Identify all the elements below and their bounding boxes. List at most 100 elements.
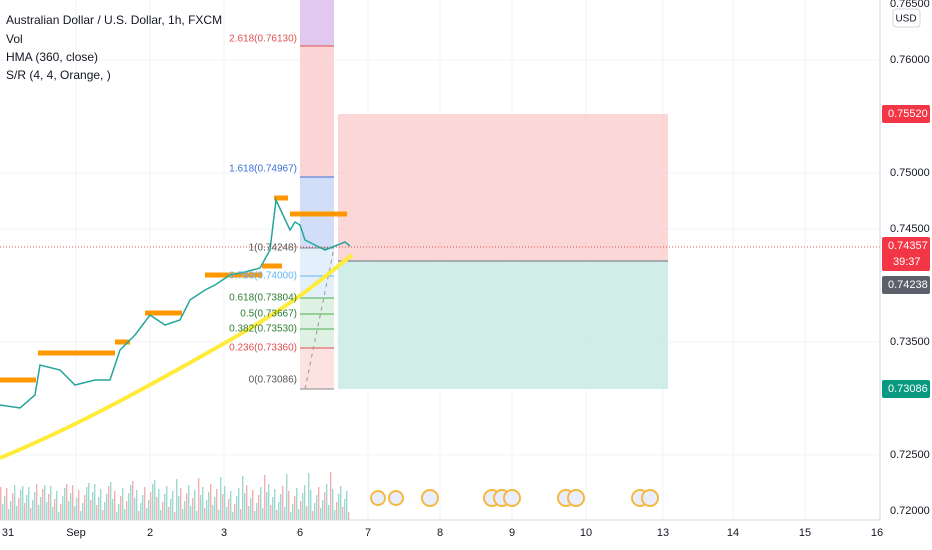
date-label: 31 xyxy=(2,527,14,539)
volume-bar xyxy=(132,481,134,520)
volume-bar xyxy=(234,504,236,520)
volume-bar xyxy=(298,509,300,520)
volume-bar xyxy=(112,499,114,520)
volume-bar xyxy=(2,504,4,520)
volume-bar xyxy=(242,476,244,520)
fib-label: 0.382(0.73530) xyxy=(229,324,297,335)
volume-bar xyxy=(328,505,330,520)
target-zone xyxy=(338,261,668,389)
volume-bar xyxy=(110,482,112,520)
volume-bar xyxy=(284,507,286,520)
volume-bar xyxy=(262,508,264,520)
volume-bar xyxy=(178,496,180,520)
volume-bar xyxy=(90,500,92,520)
date-label: 3 xyxy=(221,527,227,539)
volume-bar xyxy=(224,486,226,520)
volume-bar xyxy=(206,500,208,520)
volume-bar xyxy=(24,503,26,520)
volume-bar xyxy=(26,495,28,520)
volume-bar xyxy=(80,511,82,520)
volume-bar xyxy=(116,512,118,520)
volume-bar xyxy=(68,501,70,520)
volume-bar xyxy=(314,503,316,520)
volume-bar xyxy=(316,495,318,520)
volume-bar xyxy=(66,484,68,520)
volume-bar xyxy=(78,490,80,520)
volume-bar xyxy=(148,500,150,520)
volume-bar xyxy=(324,492,326,520)
volume-bar xyxy=(46,502,48,520)
volume-bar xyxy=(172,491,174,520)
volume-bar xyxy=(136,490,138,520)
date-label: 10 xyxy=(580,527,592,539)
price-badge-label: 0.73086 xyxy=(888,383,928,395)
volume-bar xyxy=(56,491,58,520)
volume-bar xyxy=(174,512,176,520)
fib-label: 0.786(0.74000) xyxy=(229,271,297,282)
volume-bar xyxy=(180,488,182,520)
volume-bar xyxy=(230,491,232,520)
volume-bar xyxy=(322,500,324,520)
fib-zones xyxy=(300,0,334,389)
volume-bar xyxy=(218,510,220,520)
volume-bar xyxy=(12,493,14,520)
volume-bar xyxy=(134,498,136,520)
volume-bar xyxy=(194,490,196,520)
volume-bar xyxy=(190,506,192,520)
volume-bar xyxy=(204,508,206,520)
volume-bar xyxy=(106,494,108,520)
volume-bar xyxy=(170,499,172,520)
price-badge xyxy=(882,237,930,271)
volume-bar xyxy=(154,480,156,520)
price-path xyxy=(0,197,351,409)
volume-bar xyxy=(164,494,166,520)
price-label: 0.74500 xyxy=(890,223,930,235)
volume-bar xyxy=(288,491,290,520)
volume-bar xyxy=(120,496,122,520)
volume-bar xyxy=(210,484,212,520)
volume-bar xyxy=(42,489,44,520)
volume-bar xyxy=(108,486,110,520)
volume-bar xyxy=(332,489,334,520)
volume-bar xyxy=(96,505,98,520)
volume-bar xyxy=(238,488,240,520)
volume-bar xyxy=(270,505,272,520)
volume-bar xyxy=(18,498,20,520)
volume-bar xyxy=(346,491,348,520)
volume-bar xyxy=(16,506,18,520)
volume-bar xyxy=(14,485,16,520)
date-label: 15 xyxy=(799,527,811,539)
volume-bar xyxy=(36,484,38,520)
price-badge xyxy=(882,276,930,294)
volume-bar xyxy=(118,504,120,520)
volume-bar xyxy=(146,508,148,520)
volume-bar xyxy=(348,512,350,520)
volume-bar xyxy=(320,508,322,520)
volume-bar xyxy=(274,489,276,520)
volume-bar xyxy=(100,489,102,520)
volume-bar xyxy=(62,496,64,520)
volume-bar xyxy=(186,493,188,520)
volume-bar xyxy=(216,489,218,520)
volume-bar xyxy=(318,487,320,520)
date-label: 13 xyxy=(657,527,669,539)
volume-bar xyxy=(48,494,50,520)
volume-bar xyxy=(142,495,144,520)
volume-bar xyxy=(276,510,278,520)
volume-bar xyxy=(138,511,140,520)
volume-bar xyxy=(182,509,184,520)
date-label: 9 xyxy=(509,527,515,539)
volume-bar xyxy=(264,475,266,520)
volume-bar xyxy=(32,500,34,520)
volume-bar xyxy=(34,492,36,520)
date-label: Sep xyxy=(66,527,86,539)
price-label: 0.76500 xyxy=(890,0,930,10)
fib-label: 0.618(0.73804) xyxy=(229,293,297,304)
volume-bar xyxy=(304,485,306,520)
countdown: 39:37 xyxy=(893,256,921,268)
volume-bar xyxy=(114,491,116,520)
volume-bar xyxy=(20,490,22,520)
volume-bar xyxy=(124,509,126,520)
volume-bar xyxy=(10,501,12,520)
